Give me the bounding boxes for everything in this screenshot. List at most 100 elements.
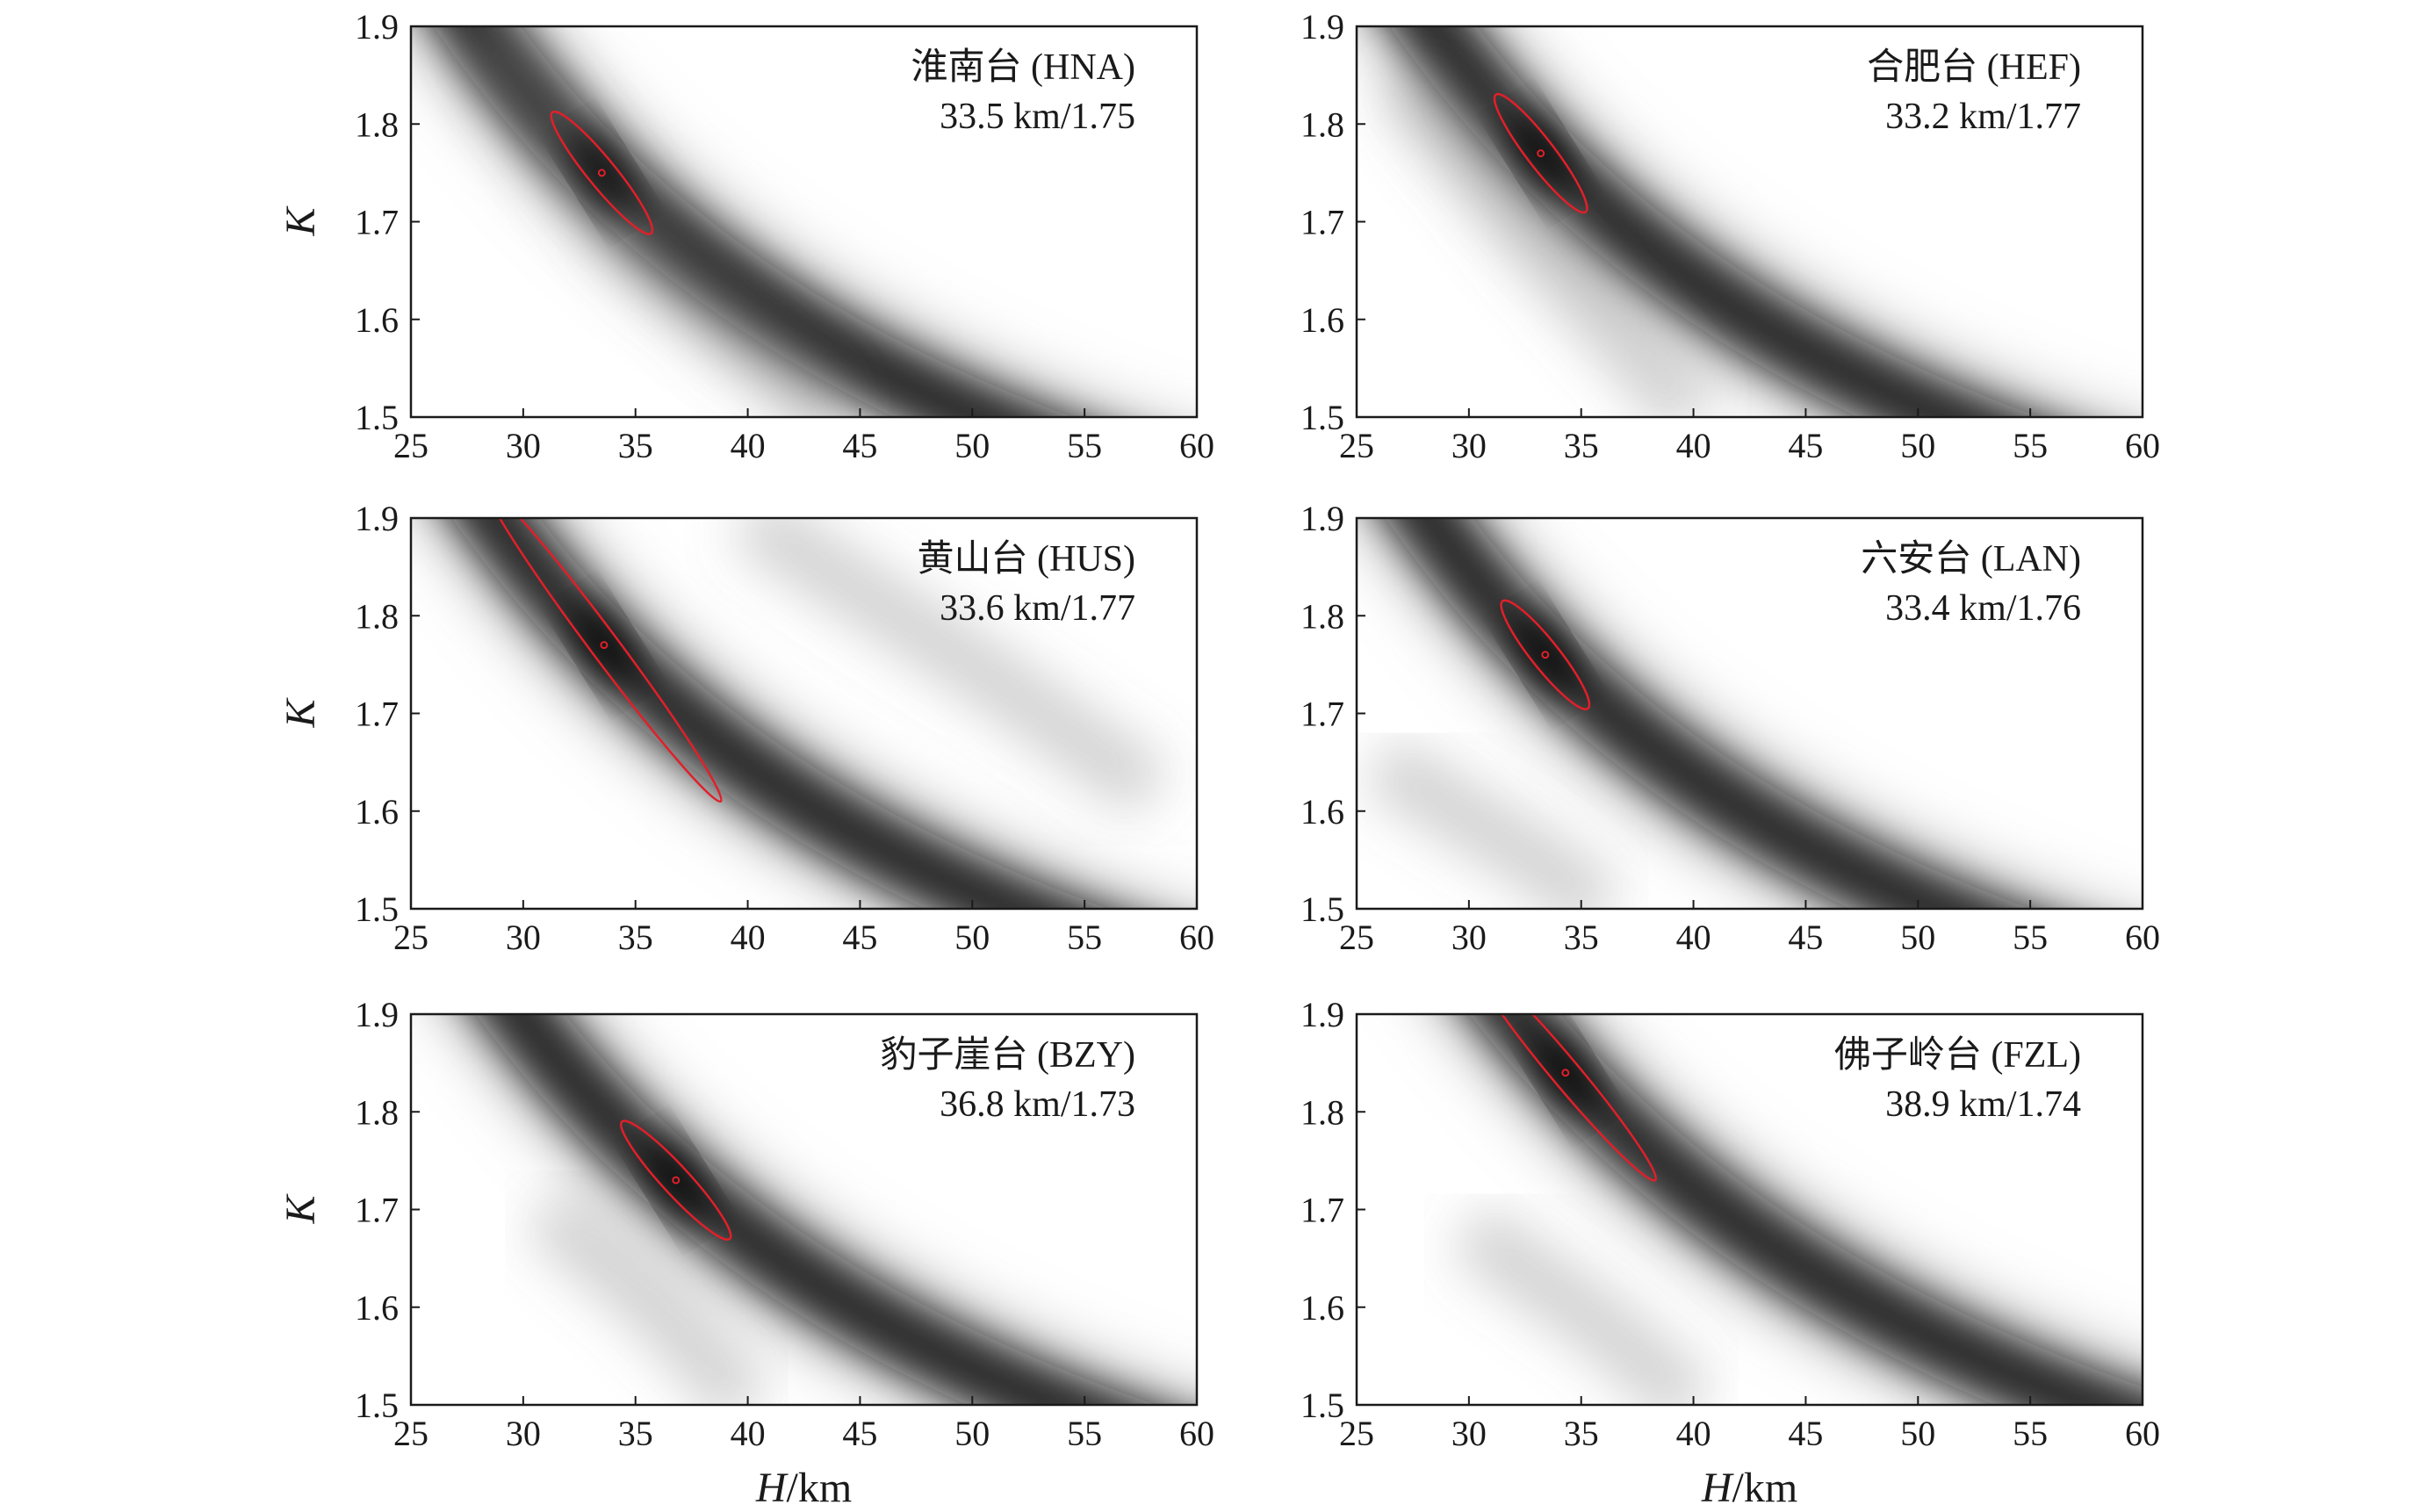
y-tick-label: 1.8 bbox=[1300, 1092, 1344, 1132]
panel-4: 25 30 35 40 45 50 55 60 1.5 1.6 1.7 1.8 1.9 六安台 (LAN)… bbox=[1300, 499, 2160, 957]
heatmap-area bbox=[411, 26, 1165, 417]
x-tick-label: 55 bbox=[2013, 918, 2048, 957]
x-tick-label: 25 bbox=[1339, 426, 1374, 465]
x-tick-label: 40 bbox=[1676, 918, 1711, 957]
y-axis-label: K bbox=[277, 697, 324, 729]
x-tick-label: 45 bbox=[1788, 426, 1823, 465]
x-tick-label: 35 bbox=[1564, 426, 1599, 465]
x-tick-label: 50 bbox=[954, 426, 990, 465]
x-axis-unit: /km bbox=[787, 1465, 853, 1511]
y-tick-label: 1.7 bbox=[355, 695, 399, 734]
station-result: 36.8 km/1.73 bbox=[940, 1084, 1135, 1125]
y-tick-label: 1.7 bbox=[1300, 695, 1344, 734]
best-fit-point bbox=[597, 169, 606, 177]
heatmap-secondary-band bbox=[1451, 1204, 1714, 1405]
station-result: 33.6 km/1.77 bbox=[940, 588, 1135, 629]
y-tick-label: 1.7 bbox=[355, 1191, 399, 1230]
x-axis-var: H bbox=[1701, 1465, 1734, 1511]
x-tick-label: 45 bbox=[842, 918, 877, 957]
heatmap-core bbox=[568, 129, 635, 216]
heatmap-band bbox=[1390, 26, 2039, 417]
best-fit-point bbox=[1537, 149, 1545, 158]
x-tick-label: 55 bbox=[2013, 426, 2048, 465]
station-name: 豹子崖台 (BZY) bbox=[881, 1035, 1135, 1076]
heatmap-area bbox=[414, 518, 1197, 909]
x-tick-label: 50 bbox=[1900, 1414, 1935, 1453]
x-tick-label: 30 bbox=[506, 426, 541, 465]
x-tick-label: 25 bbox=[393, 1414, 429, 1453]
x-tick-label: 60 bbox=[1179, 1414, 1214, 1453]
y-axis-label: K bbox=[277, 1193, 324, 1225]
x-tick-label: 35 bbox=[1564, 1414, 1599, 1453]
heatmap-secondary-band bbox=[731, 518, 1170, 817]
y-tick-label: 1.5 bbox=[355, 889, 399, 929]
x-tick-label: 50 bbox=[954, 1414, 990, 1453]
y-tick-label: 1.5 bbox=[1300, 1386, 1344, 1425]
x-tick-label: 50 bbox=[1900, 918, 1935, 957]
x-axis-unit: /km bbox=[1732, 1465, 1798, 1511]
error-ellipse bbox=[1473, 1014, 1658, 1182]
x-tick-label: 40 bbox=[731, 918, 766, 957]
station-result: 33.5 km/1.75 bbox=[940, 97, 1135, 137]
heatmap-area bbox=[1357, 26, 2133, 417]
heatmap-core bbox=[571, 601, 637, 688]
station-name: 黄山台 (HUS) bbox=[918, 539, 1136, 580]
x-tick-label: 35 bbox=[618, 1414, 653, 1453]
y-tick-label: 1.6 bbox=[355, 792, 399, 832]
heatmap-secondary-band bbox=[453, 26, 858, 417]
panel-5: 25 30 35 40 45 50 55 60 1.5 1.6 1.7 1.8 1.9 豹子崖台 (BZY… bbox=[277, 995, 1214, 1511]
station-name: 淮南台 (HNA) bbox=[911, 47, 1135, 88]
x-axis-label: H/km bbox=[1701, 1465, 1797, 1511]
x-tick-label: 55 bbox=[1067, 918, 1102, 957]
station-result: 33.2 km/1.77 bbox=[1885, 97, 2081, 137]
station-name: 合肥台 (HEF) bbox=[1867, 47, 2081, 88]
panel-1: 25 30 35 40 45 50 55 60 1.5 1.6 1.7 1.8 1.9 淮南台 (HNA)… bbox=[277, 7, 1214, 465]
y-tick-label: 1.9 bbox=[1300, 995, 1344, 1034]
x-tick-label: 60 bbox=[2125, 1414, 2160, 1453]
heatmap-area bbox=[1357, 518, 2124, 909]
x-axis-label: H/km bbox=[755, 1465, 852, 1511]
panel-6: 25 30 35 40 45 50 55 60 1.5 1.6 1.7 1.8 1.9 佛子岭台 (FZL… bbox=[1300, 995, 2160, 1511]
x-tick-label: 60 bbox=[2125, 918, 2160, 957]
y-tick-label: 1.8 bbox=[355, 104, 399, 144]
heatmap-band bbox=[433, 26, 1072, 417]
x-tick-label: 55 bbox=[2013, 1414, 2048, 1453]
y-tick-label: 1.8 bbox=[355, 596, 399, 636]
heatmap-core bbox=[1508, 110, 1574, 197]
x-tick-label: 60 bbox=[1179, 918, 1214, 957]
heatmap-band bbox=[476, 1014, 1156, 1405]
heatmap-secondary-band bbox=[525, 1186, 771, 1405]
heatmap-core bbox=[1512, 611, 1579, 698]
x-tick-label: 35 bbox=[1564, 918, 1599, 957]
x-tick-label: 35 bbox=[618, 426, 653, 465]
best-fit-point bbox=[600, 641, 609, 650]
x-tick-label: 40 bbox=[1676, 426, 1711, 465]
y-tick-label: 1.7 bbox=[1300, 1191, 1344, 1230]
y-tick-label: 1.6 bbox=[355, 1288, 399, 1328]
heatmap-secondary-band bbox=[1377, 55, 1717, 417]
best-fit-point bbox=[1541, 651, 1550, 659]
y-tick-label: 1.6 bbox=[355, 300, 399, 340]
y-axis-label: K bbox=[277, 205, 324, 237]
y-tick-label: 1.8 bbox=[1300, 596, 1344, 636]
heatmap-core bbox=[1532, 1029, 1599, 1116]
heatmap-area bbox=[1430, 1014, 2143, 1405]
station-result: 33.4 km/1.76 bbox=[1885, 588, 2081, 629]
station-result: 38.9 km/1.74 bbox=[1885, 1084, 2081, 1125]
heatmap-band bbox=[1469, 1014, 2143, 1405]
x-tick-label: 30 bbox=[1451, 918, 1487, 957]
station-name: 佛子岭台 (FZL) bbox=[1834, 1035, 2081, 1076]
x-tick-label: 45 bbox=[1788, 1414, 1823, 1453]
y-tick-label: 1.6 bbox=[1300, 1288, 1344, 1328]
y-tick-label: 1.5 bbox=[355, 1386, 399, 1425]
y-tick-label: 1.9 bbox=[1300, 499, 1344, 538]
y-tick-label: 1.9 bbox=[1300, 7, 1344, 47]
error-ellipse bbox=[550, 110, 654, 235]
x-tick-label: 50 bbox=[1900, 426, 1935, 465]
x-tick-label: 30 bbox=[1451, 1414, 1487, 1453]
x-tick-label: 45 bbox=[842, 1414, 877, 1453]
x-tick-label: 30 bbox=[506, 1414, 541, 1453]
y-tick-label: 1.8 bbox=[355, 1092, 399, 1132]
y-tick-label: 1.5 bbox=[355, 398, 399, 437]
